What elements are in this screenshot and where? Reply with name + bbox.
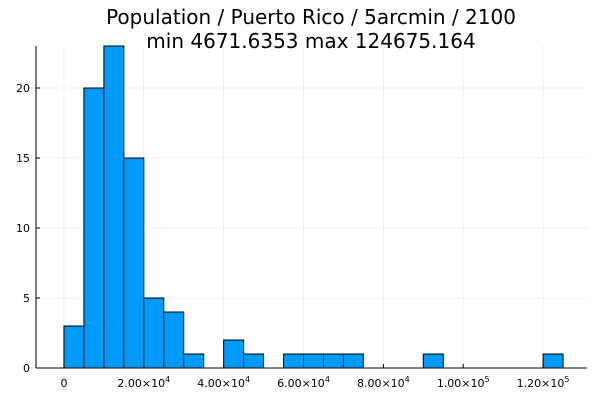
x-tick-label: 1.20×105	[517, 375, 570, 390]
y-axis-ticks: 0 5 10 15 20	[16, 82, 40, 375]
x-tick-label: 8.00×104	[357, 375, 410, 390]
x-tick-mantissa: 1.20×10	[517, 377, 565, 390]
x-tick-mantissa: 6.00×10	[277, 377, 325, 390]
x-tick-mantissa: 4.00×10	[197, 377, 245, 390]
histogram-bar	[322, 353, 344, 369]
x-tick-label: 2.00×104	[117, 375, 170, 390]
x-tick-exponent: 4	[325, 375, 330, 384]
x-axis-ticks: 0 2.00×104 4.00×104 6.00×104 8.00×104 1.00×10…	[60, 364, 569, 390]
histogram-bar	[542, 353, 564, 369]
histogram-bar	[183, 353, 205, 369]
x-tick-exponent: 5	[485, 375, 490, 384]
x-tick-mantissa: 8.00×10	[357, 377, 405, 390]
histogram-bar	[143, 297, 165, 369]
histogram-bar	[63, 325, 85, 369]
chart-title-line-1: Population / Puerto Rico / 5arcmin / 210…	[106, 5, 516, 29]
histogram-bars	[63, 45, 564, 369]
histogram-bar	[303, 353, 324, 369]
x-tick-mantissa: 2.00×10	[117, 377, 165, 390]
x-tick-label: 6.00×104	[277, 375, 330, 390]
x-tick-label: 1.00×105	[437, 375, 490, 390]
histogram-bar	[342, 353, 364, 369]
x-tick-exponent: 4	[405, 375, 410, 384]
x-tick-mantissa: 0	[60, 377, 67, 390]
histogram-bar	[243, 353, 265, 369]
histogram-bar	[422, 353, 444, 369]
histogram-bar	[283, 353, 305, 369]
y-tick-label: 10	[16, 222, 30, 235]
x-tick-exponent: 5	[564, 375, 569, 384]
y-tick-label: 15	[16, 152, 30, 165]
chart-title-line-2: min 4671.6353 max 124675.164	[146, 29, 475, 53]
histogram-bar	[83, 87, 105, 369]
histogram-bar	[103, 45, 125, 369]
x-tick-exponent: 4	[245, 375, 250, 384]
axes	[35, 46, 587, 369]
y-tick-label: 0	[23, 362, 30, 375]
y-tick-label: 5	[23, 292, 30, 305]
histogram-bar	[123, 157, 145, 369]
y-tick-label: 20	[16, 82, 30, 95]
histogram-bar	[223, 339, 245, 369]
histogram-bar	[163, 311, 185, 369]
x-tick-mantissa: 1.00×10	[437, 377, 485, 390]
x-tick-exponent: 4	[165, 375, 170, 384]
x-tick-label: 4.00×104	[197, 375, 250, 390]
x-tick-label: 0	[60, 377, 67, 390]
